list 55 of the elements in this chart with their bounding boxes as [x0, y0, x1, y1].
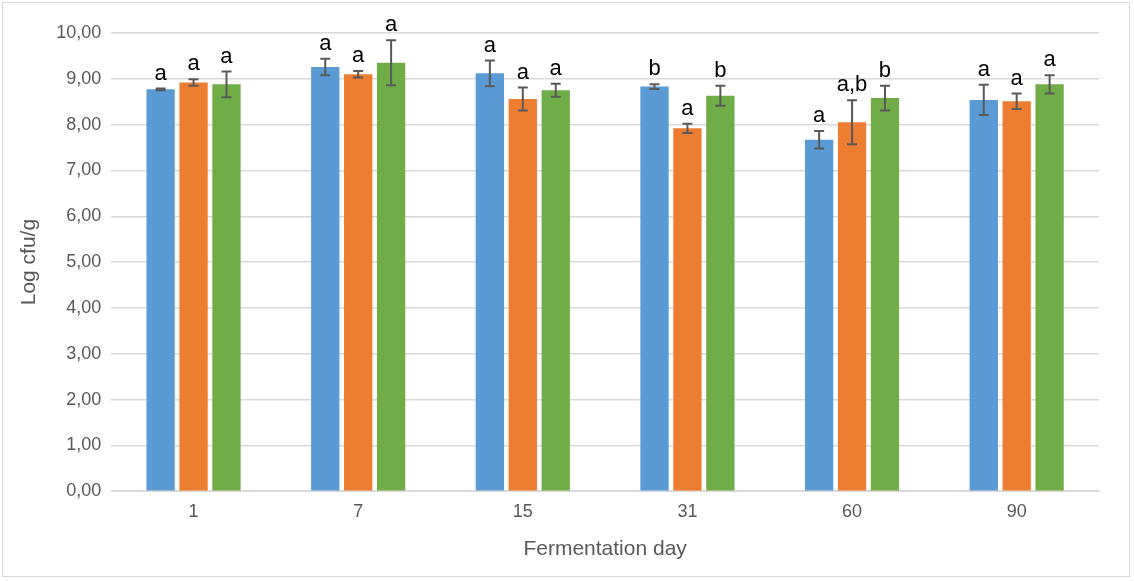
- y-tick-label: 4,00: [66, 296, 102, 317]
- data-label: b: [878, 56, 892, 82]
- data-label: a: [1043, 46, 1057, 72]
- data-label: a: [352, 42, 366, 68]
- bar: [311, 66, 340, 491]
- data-label: a: [319, 29, 333, 55]
- x-tick-label: 15: [512, 500, 533, 521]
- y-tick-label: 9,00: [66, 67, 102, 88]
- x-axis-title: Fermentation day: [523, 536, 688, 560]
- data-label: a: [681, 94, 695, 120]
- data-label: b: [648, 55, 661, 81]
- y-axis-title: Log cfu/g: [16, 218, 40, 306]
- y-tick-label: 0,00: [66, 480, 102, 501]
- data-label: a: [977, 55, 991, 81]
- data-label: b: [714, 56, 727, 82]
- y-tick-label: 5,00: [66, 251, 102, 272]
- data-label: a: [516, 58, 530, 84]
- bar: [508, 98, 537, 491]
- bar: [146, 89, 175, 491]
- y-tick-label: 8,00: [66, 113, 102, 134]
- y-tick-label: 1,00: [66, 434, 102, 455]
- bar: [1035, 84, 1064, 491]
- bar: [376, 62, 406, 491]
- data-label: a: [483, 31, 497, 57]
- x-tick-label: 60: [842, 500, 863, 521]
- bar: [673, 128, 702, 491]
- bar: [969, 99, 998, 491]
- y-tick-label: 3,00: [66, 342, 102, 363]
- data-label: a,b: [836, 71, 868, 97]
- y-tick-label: 7,00: [66, 159, 102, 180]
- y-tick-label: 6,00: [66, 205, 102, 226]
- data-label: a: [549, 54, 563, 80]
- data-label: a: [384, 11, 398, 37]
- x-tick-label: 90: [1006, 500, 1027, 521]
- bar: [541, 90, 570, 491]
- data-label: a: [813, 102, 827, 128]
- bar: [212, 84, 241, 491]
- bar: [640, 86, 669, 491]
- data-label: a: [187, 50, 201, 76]
- x-tick-label: 7: [353, 500, 364, 521]
- y-tick-label: 2,00: [66, 388, 102, 409]
- bar: [706, 95, 735, 491]
- x-tick-label: 31: [677, 500, 698, 521]
- bar: [837, 122, 867, 491]
- y-tick-label: 10,00: [56, 21, 102, 42]
- bar: [475, 73, 505, 491]
- bar: [870, 98, 900, 491]
- bar: [1002, 101, 1031, 491]
- bar: [344, 74, 373, 491]
- x-tick-label: 1: [188, 500, 199, 521]
- data-label: a: [1010, 64, 1024, 90]
- data-label: a: [220, 42, 234, 68]
- bar: [179, 82, 208, 491]
- data-label: a: [154, 59, 168, 85]
- bar: [804, 139, 834, 491]
